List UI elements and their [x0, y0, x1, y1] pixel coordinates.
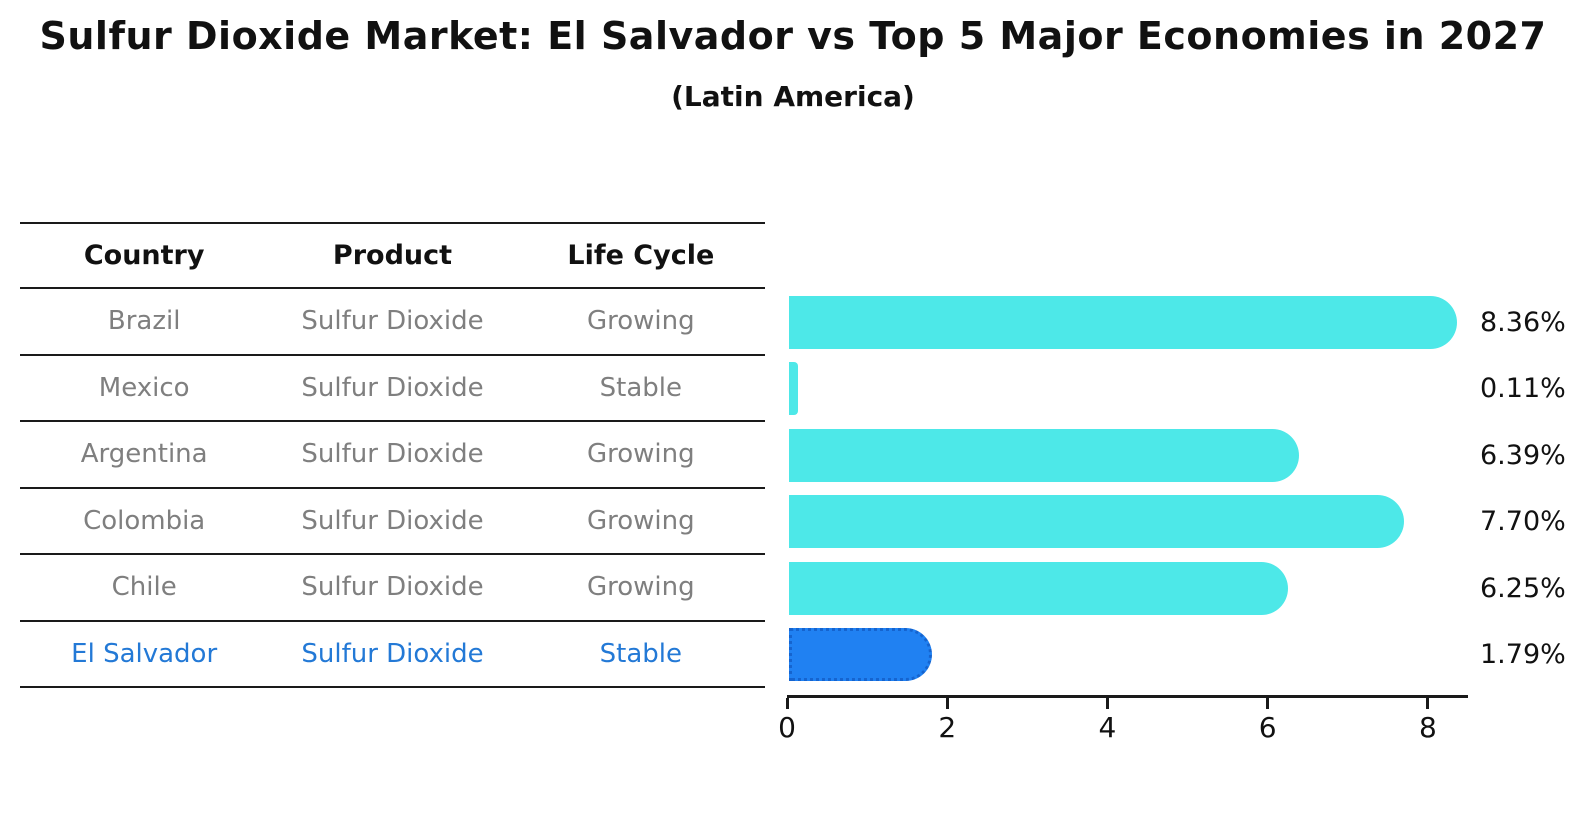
bar-mexico [789, 362, 798, 416]
bar-row [789, 555, 1468, 622]
bar-row [789, 356, 1468, 423]
page-subtitle: (Latin America) [671, 80, 915, 113]
column-header-product: Product [332, 240, 453, 271]
cell-country: Brazil [107, 306, 181, 337]
bar-brazil [789, 295, 1457, 349]
value-label: 8.36% [1480, 306, 1566, 338]
x-tick-label: 0 [778, 711, 796, 744]
bar-colombia [789, 495, 1405, 549]
cell-product: Sulfur Dioxide [301, 505, 484, 536]
value-label: 7.70% [1480, 506, 1566, 538]
x-tick-label: 4 [1098, 711, 1117, 744]
cell-product: Sulfur Dioxide [301, 572, 484, 603]
cell-product: Sulfur Dioxide [301, 439, 484, 470]
x-tick-mark [945, 698, 949, 709]
cell-life-cycle: Growing [586, 306, 695, 337]
bar-row [789, 289, 1468, 356]
value-label: 6.25% [1480, 572, 1566, 604]
value-label-column: 8.36% 0.11% 6.39% 7.70% 6.25% 1.79% [1480, 289, 1586, 688]
table-row: Brazil Sulfur Dioxide Growing [20, 289, 765, 356]
table-row-highlighted: El Salvador Sulfur Dioxide Stable [20, 622, 765, 688]
cell-life-cycle: Stable [599, 638, 682, 669]
country-table: Country Product Life Cycle Brazil Sulfur… [20, 222, 765, 688]
bar-el-salvador [789, 628, 932, 682]
cell-country: Mexico [98, 372, 190, 403]
table-row: Chile Sulfur Dioxide Growing [20, 555, 765, 622]
cell-country: Argentina [80, 439, 208, 470]
bar-argentina [789, 428, 1300, 482]
cell-product: Sulfur Dioxide [301, 372, 484, 403]
table-row: Mexico Sulfur Dioxide Stable [20, 356, 765, 422]
column-header-life-cycle: Life Cycle [567, 240, 715, 271]
x-axis: 0 2 4 6 8 [778, 695, 1468, 744]
x-tick-label: 6 [1258, 711, 1277, 744]
table-row: Colombia Sulfur Dioxide Growing [20, 489, 765, 555]
cell-country: Chile [111, 572, 177, 603]
x-tick-mark [1266, 698, 1270, 709]
x-tick-label: 8 [1419, 711, 1437, 744]
cell-product: Sulfur Dioxide [301, 306, 484, 337]
table-row: Argentina Sulfur Dioxide Growing [20, 422, 765, 489]
bar-chile [789, 561, 1289, 615]
x-tick-mark [1105, 698, 1109, 709]
cell-life-cycle: Growing [586, 572, 695, 603]
column-header-country: Country [83, 240, 205, 271]
value-label: 6.39% [1480, 439, 1566, 471]
page-title: Sulfur Dioxide Market: El Salvador vs To… [39, 14, 1547, 58]
cell-product: Sulfur Dioxide [301, 638, 484, 669]
x-tick-mark [1426, 698, 1430, 709]
value-label: 1.79% [1480, 639, 1566, 671]
cell-country: El Salvador [71, 638, 218, 669]
x-axis-line [787, 695, 1468, 698]
bar-row [789, 422, 1468, 489]
cell-country: Colombia [83, 505, 206, 536]
cell-life-cycle: Growing [586, 439, 695, 470]
bar-row [789, 489, 1468, 556]
x-tick-mark [785, 698, 789, 709]
bar-row [789, 622, 1468, 689]
x-tick-label: 2 [938, 711, 957, 744]
bar-chart [789, 289, 1468, 688]
cell-life-cycle: Growing [586, 505, 695, 536]
table-header-row: Country Product Life Cycle [20, 222, 765, 289]
value-label: 0.11% [1480, 373, 1566, 405]
cell-life-cycle: Stable [599, 372, 682, 403]
